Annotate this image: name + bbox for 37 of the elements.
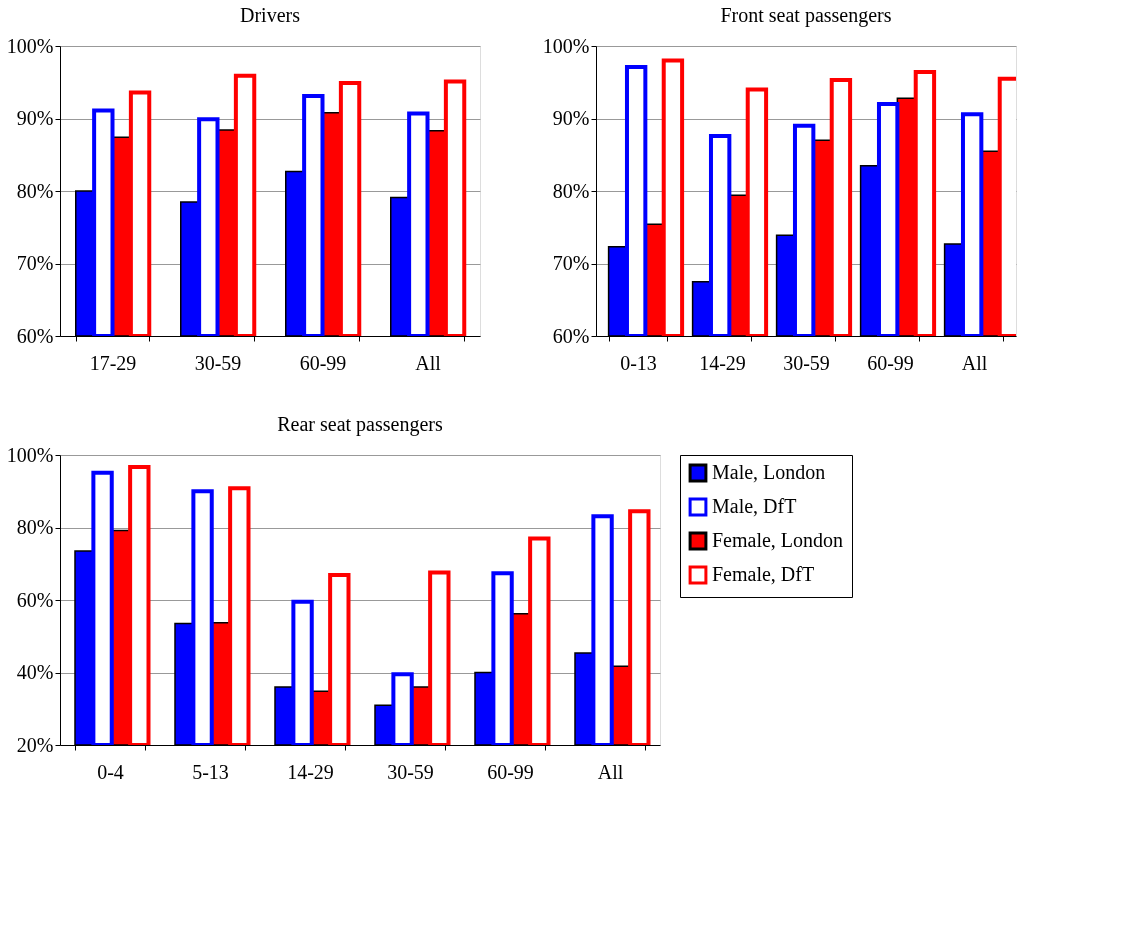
x-tick-label: 0-4 bbox=[97, 760, 124, 783]
y-tick-label: 40% bbox=[16, 661, 54, 683]
y-tick-label: 20% bbox=[16, 733, 54, 756]
chart-title: Drivers bbox=[240, 4, 301, 26]
legend-label: Female, London bbox=[712, 529, 844, 551]
x-tick-label: 14-29 bbox=[699, 351, 746, 374]
y-tick-label: 60% bbox=[16, 324, 54, 347]
x-tick-label: 60-99 bbox=[299, 351, 347, 374]
y-tick-label: 80% bbox=[16, 179, 54, 202]
x-tick-label: All bbox=[597, 760, 624, 783]
chart-title: Front seat passengers bbox=[720, 4, 892, 27]
y-tick-label: 100% bbox=[542, 34, 590, 57]
y-tick-label: 60% bbox=[16, 588, 54, 611]
x-tick-label: 5-13 bbox=[192, 760, 229, 783]
x-tick-label: 30-59 bbox=[194, 351, 242, 374]
y-tick-label: 80% bbox=[16, 516, 54, 538]
legend-label: Female, DfT bbox=[712, 563, 815, 585]
x-tick-label: All bbox=[961, 351, 988, 374]
x-tick-label: 30-59 bbox=[783, 351, 830, 374]
x-tick-label: 17-29 bbox=[89, 351, 137, 374]
x-tick-label: 0-13 bbox=[620, 351, 657, 374]
y-tick-label: 60% bbox=[552, 324, 590, 347]
legend-label: Male, DfT bbox=[712, 495, 797, 517]
x-tick-label: 60-99 bbox=[867, 351, 914, 374]
chart-title: Rear seat passengers bbox=[277, 413, 443, 436]
y-tick-label: 90% bbox=[16, 107, 54, 129]
y-tick-label: 100% bbox=[6, 443, 54, 466]
x-tick-label: 60-99 bbox=[487, 760, 534, 783]
x-tick-label: 30-59 bbox=[387, 760, 434, 783]
y-tick-label: 90% bbox=[552, 107, 590, 129]
y-tick-label: 70% bbox=[552, 252, 590, 274]
x-tick-label: 14-29 bbox=[287, 760, 334, 783]
y-tick-label: 80% bbox=[552, 179, 590, 202]
y-tick-label: 100% bbox=[6, 34, 54, 57]
x-tick-label: All bbox=[415, 351, 442, 374]
legend-label: Male, London bbox=[712, 461, 826, 483]
y-tick-label: 70% bbox=[16, 252, 54, 274]
